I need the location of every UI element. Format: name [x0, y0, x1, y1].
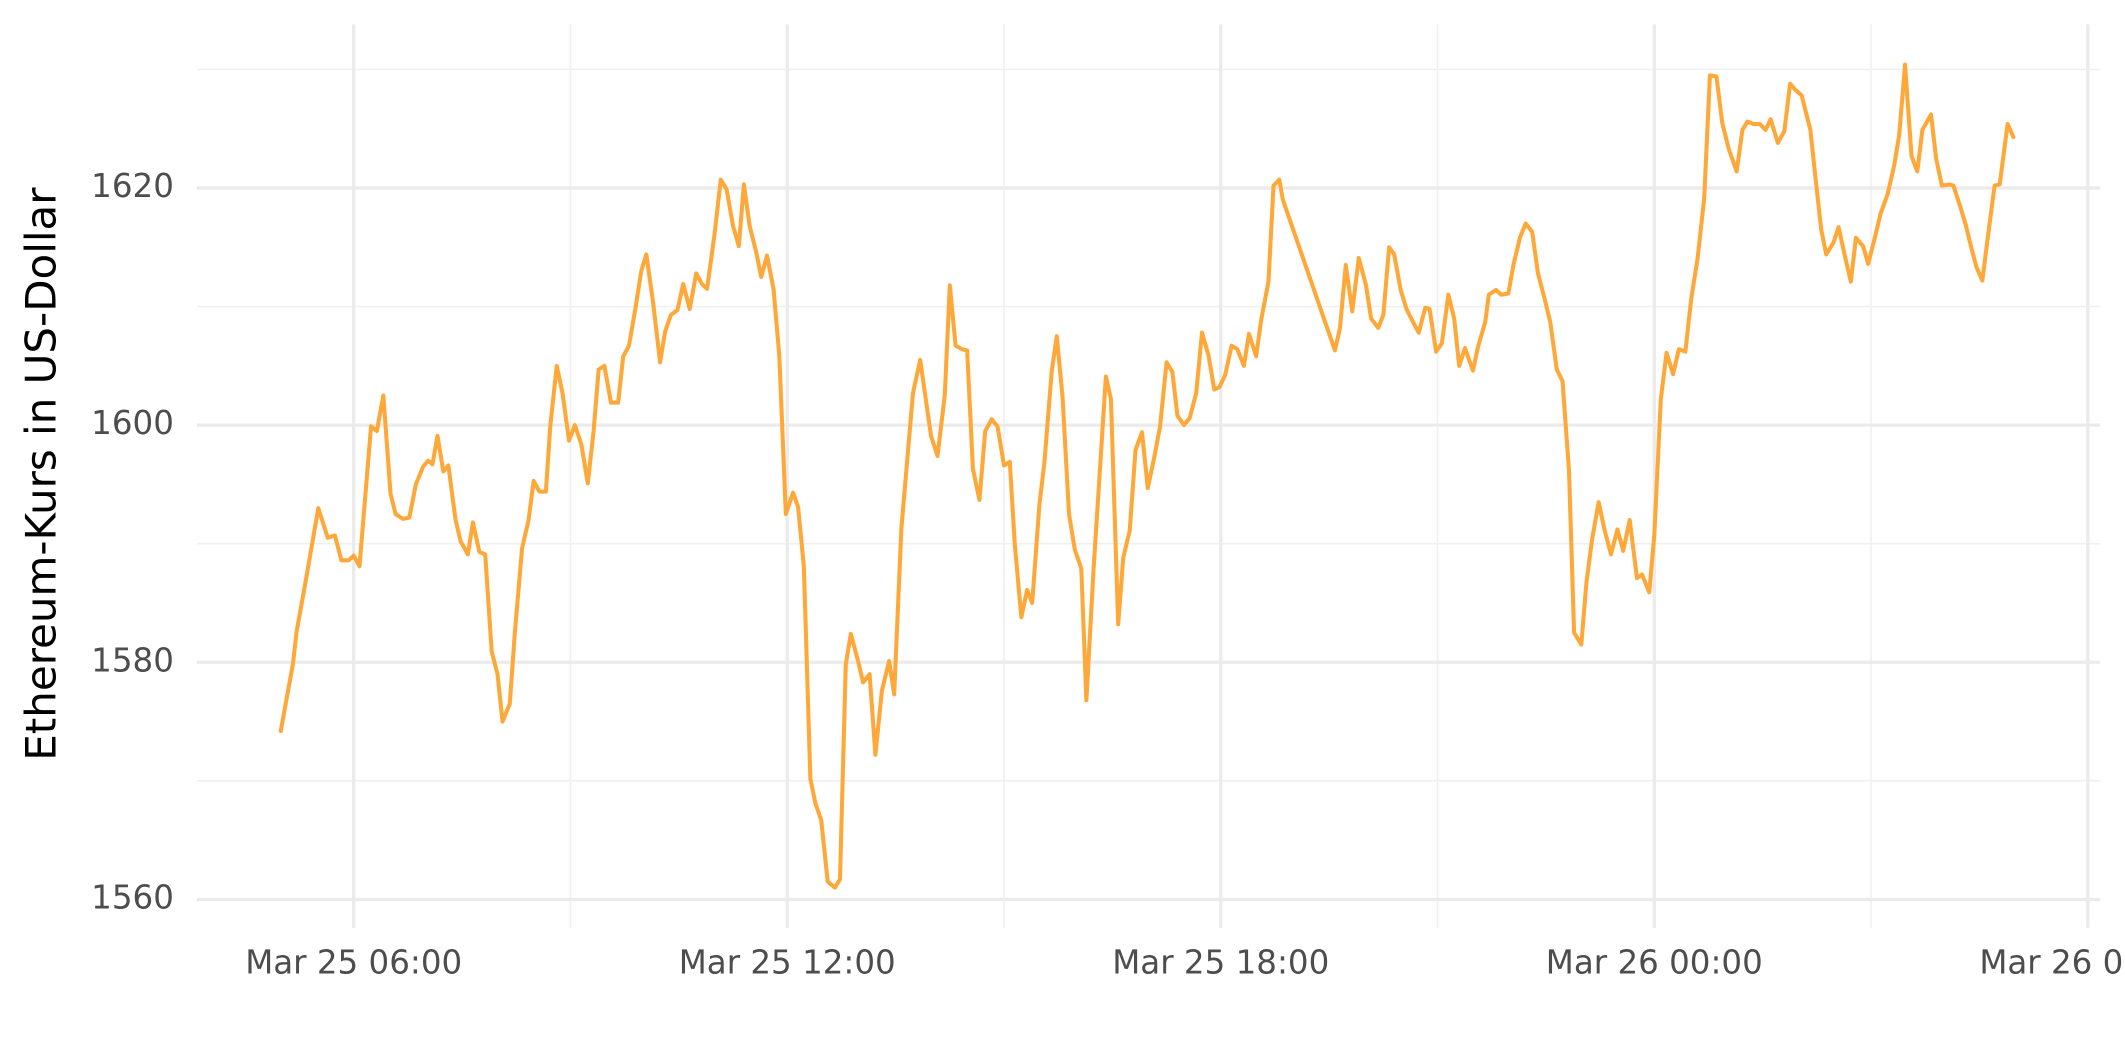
y-axis-title: Ethereum-Kurs in US-Dollar — [16, 187, 65, 761]
x-tick-label: Mar 25 12:00 — [679, 943, 896, 981]
price-line — [278, 62, 2016, 890]
grid — [196, 24, 2101, 928]
x-tick-label: Mar 25 06:00 — [245, 943, 462, 981]
x-tick-label: Mar 25 18:00 — [1112, 943, 1329, 981]
y-tick-label: 1620 — [91, 167, 174, 205]
x-tick-label: Mar 26 06:00 — [1979, 943, 2125, 981]
axis-labels: 1560 1580 1600 1620 Mar 25 06:00 Mar 25 12:00… — [91, 167, 2125, 981]
x-tick-label: Mar 26 00:00 — [1546, 943, 1763, 981]
y-tick-label: 1600 — [91, 404, 174, 442]
y-tick-label: 1580 — [91, 641, 174, 679]
plot-area — [278, 62, 2016, 890]
y-tick-label: 1560 — [91, 878, 174, 916]
